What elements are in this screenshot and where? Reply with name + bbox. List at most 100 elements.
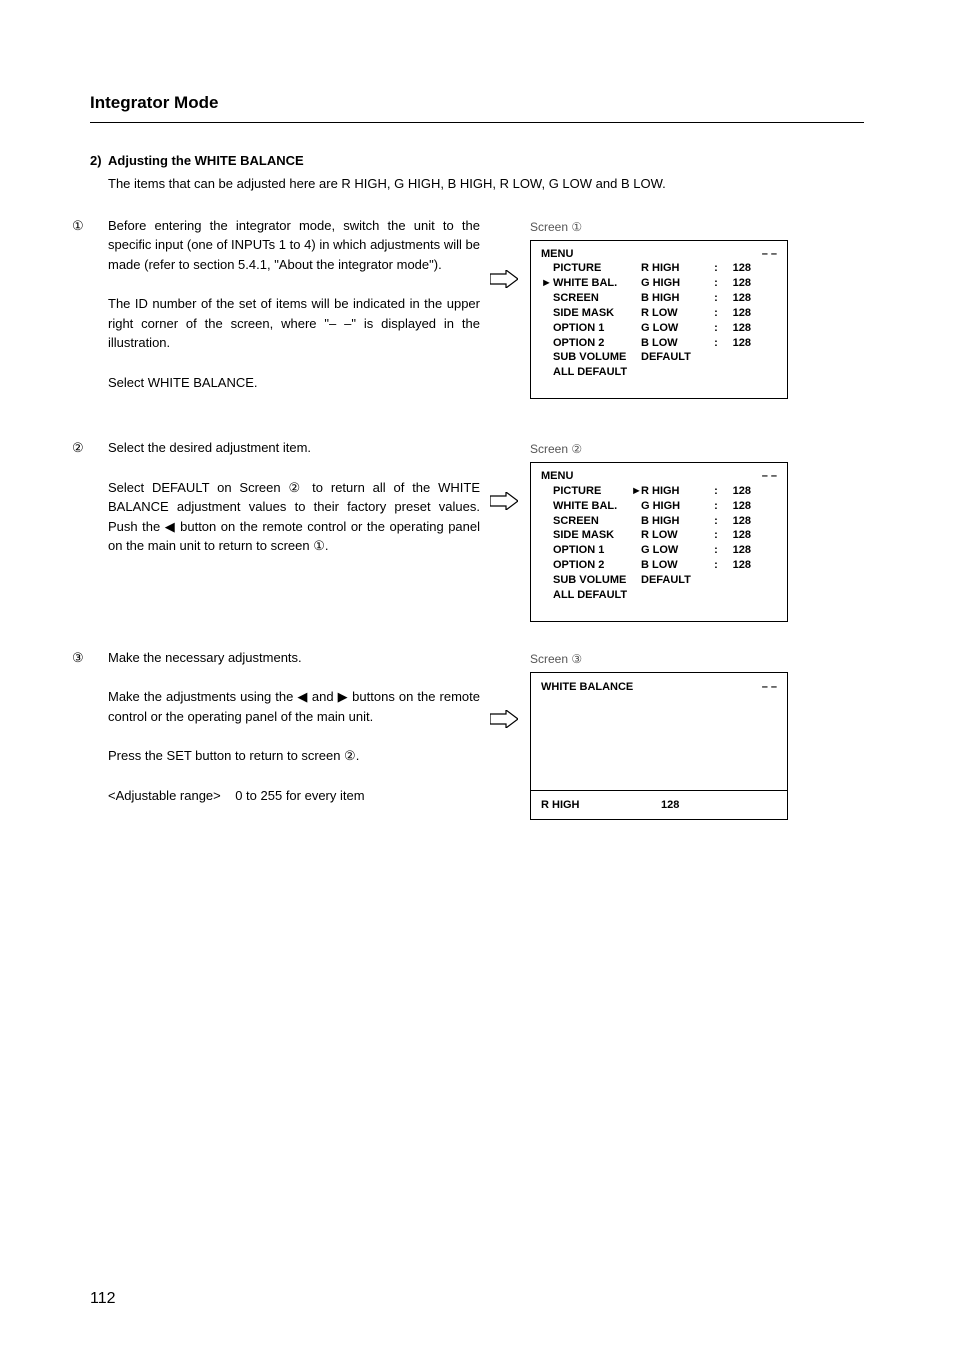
osd-col-right: 128 (721, 276, 751, 291)
osd-left-text: SCREEN (553, 515, 599, 527)
step-3-screen-label: Screen ③ (530, 650, 790, 668)
step-1-text: ①Before entering the integrator mode, sw… (90, 216, 490, 413)
osd-col-left: OPTION 2 (541, 558, 641, 573)
osd-left-text: SUB VOLUME (553, 574, 626, 586)
osd-left-text: OPTION 1 (553, 322, 604, 334)
osd-left-text: ALL DEFAULT (553, 589, 627, 601)
step-3-para-4: <Adjustable range> 0 to 255 for every it… (108, 786, 480, 806)
osd-col-mid: R LOW (641, 528, 711, 543)
osd-mid-text: DEFAULT (641, 574, 691, 586)
osd-col-sep: : (711, 558, 721, 573)
osd-screen-2: MENU – – PICTURE►R HIGH:128WHITE BAL.G H… (530, 462, 788, 622)
osd-col-left: OPTION 2 (541, 336, 641, 351)
osd-row: SCREENB HIGH:128 (541, 291, 777, 306)
osd-mid-text: DEFAULT (641, 351, 691, 363)
osd-row: ►WHITE BAL. G HIGH:128 (541, 276, 777, 291)
osd-col-mid: G HIGH (641, 499, 711, 514)
section-heading-row: 2) Adjusting the WHITE BALANCE (90, 151, 864, 175)
osd-col-sep: : (711, 321, 721, 336)
pointer-icon: ► (541, 276, 552, 291)
osd-mid-text: R HIGH (641, 485, 680, 497)
step-1-para-1: ①Before entering the integrator mode, sw… (108, 216, 480, 275)
osd2-rows: PICTURE►R HIGH:128WHITE BAL.G HIGH:128SC… (541, 484, 777, 603)
step-3-screen-col: Screen ③ WHITE BALANCE – – R HIGH 128 (490, 650, 790, 821)
osd-col-right: 128 (721, 528, 751, 543)
osd-col-mid: G HIGH (641, 276, 711, 291)
osd-col-sep: : (711, 276, 721, 291)
osd-row: SUB VOLUMEDEFAULT (541, 350, 777, 365)
osd1-corner: – – (762, 247, 777, 262)
osd-left-text: PICTURE (553, 485, 601, 497)
osd2-corner: – – (762, 469, 777, 484)
step-1-screen-col: Screen ① MENU – – PICTURER HIGH:128►WHIT… (490, 218, 790, 400)
osd-col-mid: DEFAULT (641, 350, 711, 365)
step-1-para-3: Select WHITE BALANCE. (108, 373, 480, 393)
osd-col-left: SIDE MASK (541, 306, 641, 321)
osd-left-text: SIDE MASK (553, 307, 614, 319)
osd-col-right: 128 (721, 336, 751, 351)
step-3-para-1: ③Make the necessary adjustments. (108, 648, 480, 668)
section-intro: The items that can be adjusted here are … (108, 174, 864, 194)
osd1-rows: PICTURER HIGH:128►WHITE BAL.G HIGH:128SC… (541, 261, 777, 380)
page-number: 112 (90, 1287, 116, 1311)
osd-col-sep: : (711, 336, 721, 351)
osd-col-left: SUB VOLUME (541, 573, 641, 588)
step-3-para-1-text: Make the necessary adjustments. (108, 650, 302, 665)
osd-row: WHITE BAL.G HIGH:128 (541, 499, 777, 514)
osd-col-sep (711, 573, 721, 588)
step-2-para-1: ②Select the desired adjustment item. (108, 438, 480, 458)
osd-col-mid: G LOW (641, 543, 711, 558)
osd-col-sep (711, 588, 721, 603)
osd-col-sep: : (711, 484, 721, 499)
osd-col-right: 128 (721, 558, 751, 573)
step-2-para-1-text: Select the desired adjustment item. (108, 440, 311, 455)
osd-col-left: PICTURE (541, 484, 641, 499)
osd-col-sep (711, 365, 721, 380)
osd-mid-text: G LOW (641, 322, 678, 334)
osd-col-right: 128 (721, 321, 751, 336)
osd-row: OPTION 1 G LOW:128 (541, 321, 777, 336)
osd-col-right: 128 (721, 261, 751, 276)
osd-row: ALL DEFAULT (541, 588, 777, 603)
step-3-range-prefix: <Adjustable range> (108, 788, 221, 803)
osd-col-sep: : (711, 499, 721, 514)
osd-col-right: 128 (721, 291, 751, 306)
osd-col-sep: : (711, 514, 721, 529)
section-heading-text: Adjusting the WHITE BALANCE (108, 151, 304, 171)
step-3-num: ③ (90, 648, 108, 668)
osd3-bottom-value: 128 (661, 797, 711, 814)
osd-left-text: OPTION 1 (553, 544, 604, 556)
osd-col-left: SCREEN (541, 514, 641, 529)
step-2-screen-label: Screen ② (530, 440, 790, 458)
osd-left-text: WHITE BAL. (553, 277, 617, 289)
osd-left-text: OPTION 2 (553, 559, 604, 571)
osd-row: SIDE MASKR LOW:128 (541, 528, 777, 543)
osd-col-mid: R HIGH (641, 261, 711, 276)
osd-col-left: ALL DEFAULT (541, 588, 641, 603)
osd-mid-text: B HIGH (641, 292, 680, 304)
osd-col-right: 128 (721, 306, 751, 321)
osd1-title: MENU (541, 247, 573, 262)
osd-row: OPTION 2B LOW:128 (541, 558, 777, 573)
section-heading-prefix: 2) (90, 151, 108, 171)
step-2-screen-col: Screen ② MENU – – PICTURE►R HIGH:128WHIT… (490, 440, 790, 622)
step-2-screen-wrap: Screen ② MENU – – PICTURE►R HIGH:128WHIT… (530, 440, 790, 622)
osd-col-left: OPTION 1 (541, 543, 641, 558)
osd-left-text: PICTURE (553, 262, 601, 274)
osd-col-right (721, 573, 751, 588)
osd-col-mid (641, 365, 711, 380)
step-1: ①Before entering the integrator mode, sw… (90, 216, 864, 413)
osd-col-right (721, 350, 751, 365)
step-1-screen-label: Screen ① (530, 218, 790, 236)
osd-left-text: WHITE BAL. (553, 500, 617, 512)
osd-mid-text: B LOW (641, 337, 678, 349)
osd-row: OPTION 1G LOW:128 (541, 543, 777, 558)
osd-col-right: 128 (721, 543, 751, 558)
step-3-para-3: Press the SET button to return to screen… (108, 746, 480, 766)
osd-col-left: SIDE MASK (541, 528, 641, 543)
osd-col-mid: B HIGH (641, 291, 711, 306)
osd-col-sep: : (711, 306, 721, 321)
osd-mid-text: G HIGH (641, 277, 680, 289)
osd-col-left: PICTURE (541, 261, 641, 276)
osd-col-mid: B LOW (641, 336, 711, 351)
